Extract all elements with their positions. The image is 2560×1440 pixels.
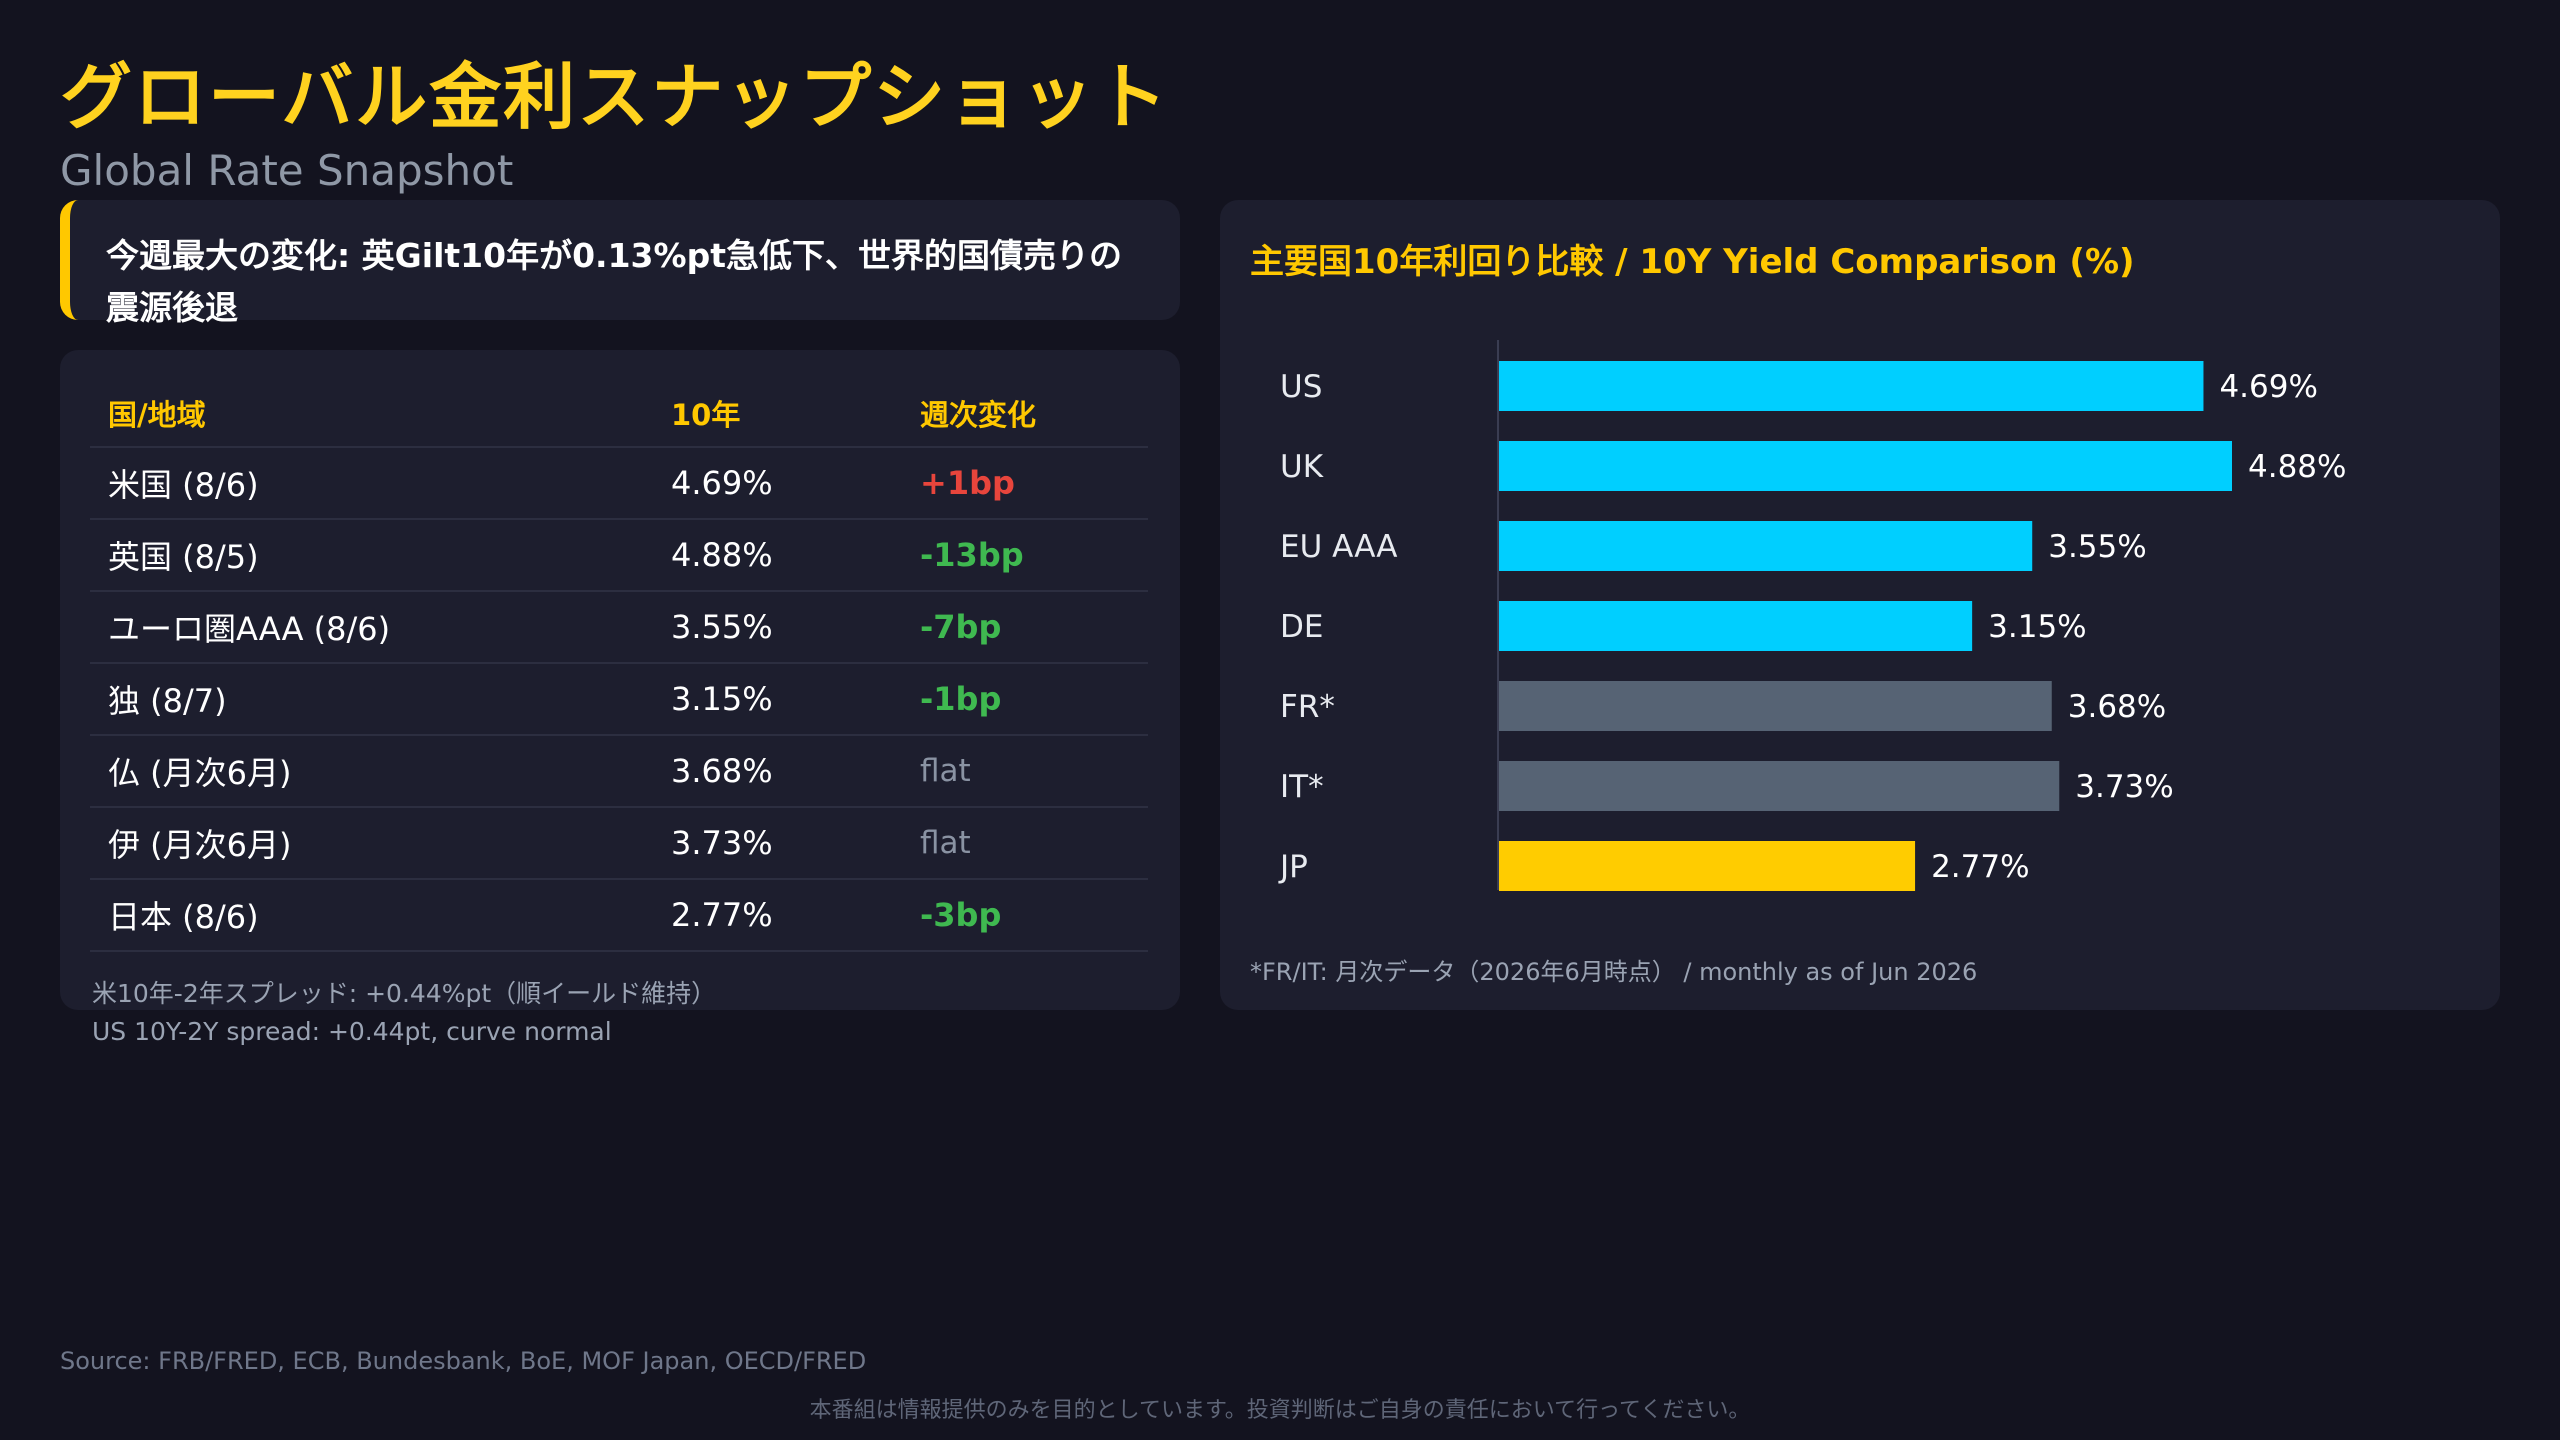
spread-note: 米10年-2年スプレッド: +0.44%pt（順イールド維持） US 10Y-2… <box>92 975 716 1051</box>
cell-weekly-change: -1bp <box>902 663 1148 736</box>
category-label: EU AAA <box>1280 529 1397 565</box>
table-row: ユーロ圏AAA (8/6) 3.55% -7bp <box>90 591 1148 664</box>
table-row: 英国 (8/5) 4.88% -13bp <box>90 519 1148 592</box>
cell-country: ユーロ圏AAA (8/6) <box>90 591 653 664</box>
chart-note: *FR/IT: 月次データ（2026年6月時点） / monthly as of… <box>1250 958 1978 986</box>
cell-10y-yield: 4.88% <box>653 519 902 592</box>
bar-eu-aaa <box>1499 521 2033 571</box>
cell-country: 伊 (月次6月) <box>90 807 653 880</box>
header-weekly-change: 週次変化 <box>902 380 1148 448</box>
bar-uk <box>1499 441 2232 491</box>
cell-10y-yield: 3.68% <box>653 735 902 808</box>
table-row: 仏 (月次6月) 3.68% flat <box>90 735 1148 808</box>
cell-10y-yield: 4.69% <box>653 447 902 520</box>
rates-table-card: 国/地域 10年 週次変化 米国 (8/6) 4.69% +1bp 英国 (8/5) 4… <box>60 350 1180 1010</box>
category-label: FR* <box>1280 689 1335 725</box>
cell-weekly-change: +1bp <box>902 447 1148 520</box>
page-title: グローバル金利スナップショット <box>60 55 1170 139</box>
cell-country: 米国 (8/6) <box>90 447 653 520</box>
cell-weekly-change: -7bp <box>902 591 1148 664</box>
header-10y: 10年 <box>653 380 902 448</box>
cell-weekly-change: flat <box>902 735 1148 808</box>
cell-country: 仏 (月次6月) <box>90 735 653 808</box>
value-label: 4.69% <box>2219 369 2317 405</box>
category-label: UK <box>1280 449 1324 485</box>
cell-weekly-change: -3bp <box>902 879 1148 952</box>
table-row: 米国 (8/6) 4.69% +1bp <box>90 447 1148 520</box>
cell-country: 英国 (8/5) <box>90 519 653 592</box>
yield-bar-chart: US 4.69% UK 4.88% EU AAA 3.55% DE 3.15% FR* 3.68%… <box>1278 340 2346 891</box>
table-header-row: 国/地域 10年 週次変化 <box>90 380 1148 448</box>
value-label: 3.73% <box>2075 769 2173 805</box>
headline-callout: 今週最大の変化: 英Gilt10年が0.13%pt急低下、世界的国債売りの震源後… <box>60 200 1180 327</box>
value-label: 2.77% <box>1931 849 2029 885</box>
page-subtitle: Global Rate Snapshot <box>60 146 514 195</box>
category-label: DE <box>1280 609 1323 645</box>
bar-us <box>1499 361 2204 411</box>
yield-chart-card: 主要国10年利回り比較 / 10Y Yield Comparison (%) U… <box>1220 200 2500 1010</box>
cell-10y-yield: 3.15% <box>653 663 902 736</box>
bar-it <box>1499 761 2060 811</box>
rates-table: 国/地域 10年 週次変化 米国 (8/6) 4.69% +1bp 英国 (8/5) 4… <box>90 380 1148 952</box>
spread-note-jp: 米10年-2年スプレッド: +0.44%pt（順イールド維持） <box>92 979 717 1008</box>
spread-note-en: US 10Y-2Y spread: +0.44pt, curve normal <box>92 1017 612 1046</box>
chart-title: 主要国10年利回り比較 / 10Y Yield Comparison (%) <box>1250 242 2135 282</box>
cell-weekly-change: flat <box>902 807 1148 880</box>
table-row: 独 (8/7) 3.15% -1bp <box>90 663 1148 736</box>
rates-table-body: 米国 (8/6) 4.69% +1bp 英国 (8/5) 4.88% -13bp ユーロ圏A… <box>90 447 1148 952</box>
cell-country: 日本 (8/6) <box>90 879 653 952</box>
cell-10y-yield: 2.77% <box>653 879 902 952</box>
bar-de <box>1499 601 1973 651</box>
header-country: 国/地域 <box>90 380 653 448</box>
cell-10y-yield: 3.73% <box>653 807 902 880</box>
cell-weekly-change: -13bp <box>902 519 1148 592</box>
source-note: Source: FRB/FRED, ECB, Bundesbank, BoE, … <box>60 1347 867 1375</box>
cell-10y-yield: 3.55% <box>653 591 902 664</box>
value-label: 3.15% <box>1988 609 2086 645</box>
category-label: JP <box>1278 849 1308 885</box>
category-label: US <box>1280 369 1322 405</box>
value-label: 3.55% <box>2048 529 2146 565</box>
value-label: 3.68% <box>2068 689 2166 725</box>
disclaimer: 本番組は情報提供のみを目的としています。投資判断はご自身の責任において行ってくだ… <box>809 1398 1751 1423</box>
value-label: 4.88% <box>2248 449 2346 485</box>
cell-country: 独 (8/7) <box>90 663 653 736</box>
table-row: 日本 (8/6) 2.77% -3bp <box>90 879 1148 952</box>
bar-jp <box>1499 841 1916 891</box>
table-row: 伊 (月次6月) 3.73% flat <box>90 807 1148 880</box>
bar-fr <box>1499 681 2052 731</box>
category-label: IT* <box>1280 769 1324 805</box>
